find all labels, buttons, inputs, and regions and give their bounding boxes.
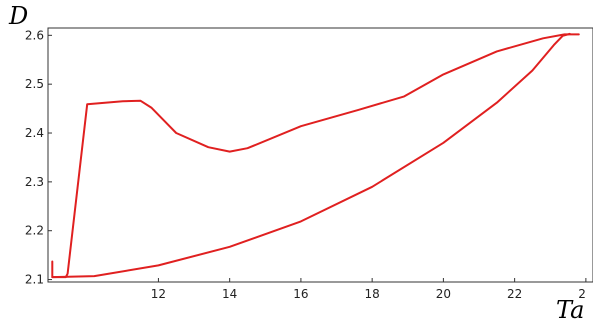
x-tick-label: 16 bbox=[293, 287, 308, 301]
y-tick-label: 2.3 bbox=[25, 175, 44, 189]
y-axis-title: D bbox=[8, 2, 28, 30]
y-tick-label: 2.2 bbox=[25, 224, 44, 238]
x-tick-label: 20 bbox=[436, 287, 451, 301]
plot-frame bbox=[47, 27, 593, 283]
y-tick-label: 2.5 bbox=[25, 77, 44, 91]
x-tick-label: 2 bbox=[578, 287, 586, 301]
series-line-2 bbox=[51, 32, 571, 279]
x-tick-label: 22 bbox=[507, 287, 522, 301]
x-axis: 12 14 16 18 20 22 2 bbox=[151, 278, 587, 301]
x-tick-label: 18 bbox=[365, 287, 380, 301]
series-layer bbox=[51, 32, 580, 279]
y-tick-label: 2.6 bbox=[25, 28, 44, 42]
x-tick-label: 12 bbox=[151, 287, 166, 301]
x-axis-title: Ta bbox=[556, 296, 584, 324]
series-line-1 bbox=[51, 33, 580, 279]
y-axis: 2.1 2.2 2.3 2.4 2.5 2.6 bbox=[25, 28, 52, 287]
x-tick-label: 14 bbox=[222, 287, 237, 301]
y-tick-label: 2.1 bbox=[25, 273, 44, 287]
y-tick-label: 2.4 bbox=[25, 126, 44, 140]
